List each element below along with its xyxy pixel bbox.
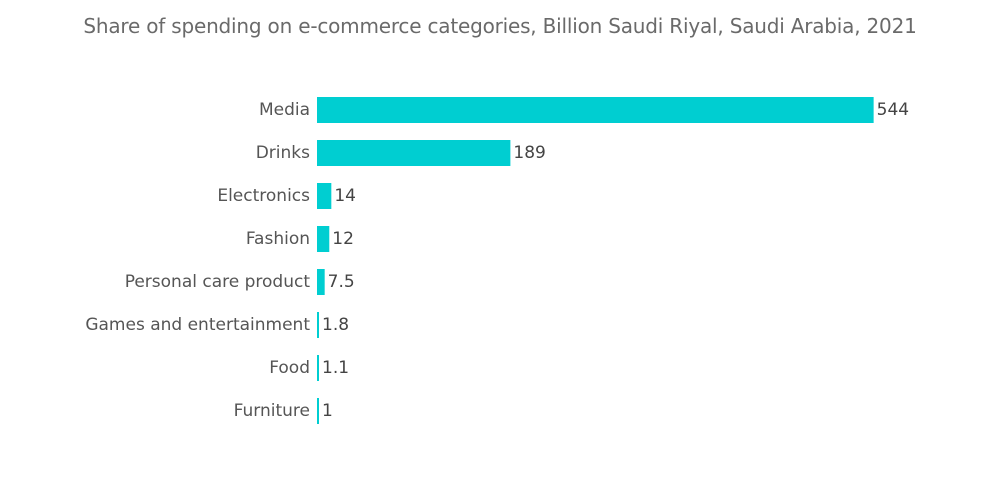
value-label: 14 bbox=[334, 186, 356, 206]
category-label: Personal care product bbox=[125, 272, 311, 292]
value-label: 544 bbox=[877, 100, 909, 120]
bar bbox=[317, 355, 319, 381]
value-label: 1 bbox=[322, 401, 333, 421]
bar bbox=[317, 398, 319, 424]
bars-layer: Media 544 Drinks 189 Electronics 14 Fashion 12 P… bbox=[85, 97, 909, 424]
chart-title: Share of spending on e-commerce categori… bbox=[83, 14, 917, 38]
bar bbox=[317, 312, 319, 338]
value-label: 189 bbox=[513, 143, 545, 163]
bar bbox=[317, 269, 325, 295]
bar bbox=[317, 140, 511, 166]
category-label: Games and entertainment bbox=[85, 315, 310, 335]
value-label: 1.1 bbox=[322, 358, 349, 378]
bar bbox=[317, 97, 874, 123]
value-label: 12 bbox=[332, 229, 354, 249]
category-label: Drinks bbox=[256, 143, 310, 163]
category-label: Electronics bbox=[217, 186, 310, 206]
category-label: Media bbox=[259, 100, 310, 120]
bar bbox=[317, 226, 330, 252]
category-label: Food bbox=[269, 358, 310, 378]
value-label: 7.5 bbox=[328, 272, 355, 292]
bar bbox=[317, 183, 332, 209]
category-label: Furniture bbox=[234, 401, 310, 421]
value-label: 1.8 bbox=[322, 315, 349, 335]
category-label: Fashion bbox=[246, 229, 310, 249]
